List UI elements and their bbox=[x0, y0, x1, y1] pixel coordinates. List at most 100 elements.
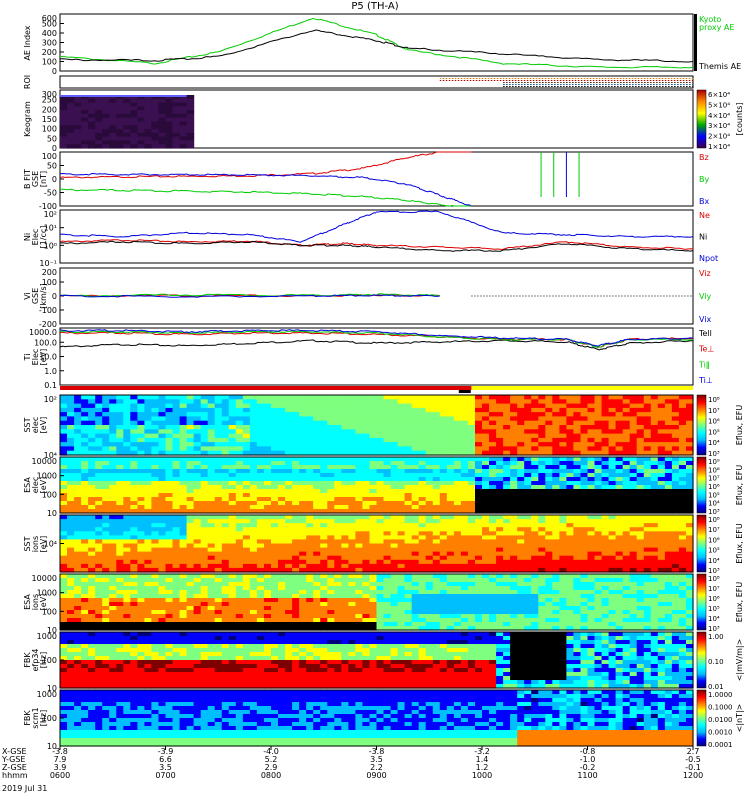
cell bbox=[468, 473, 476, 478]
cell bbox=[370, 564, 378, 569]
cell bbox=[116, 416, 124, 421]
cell bbox=[173, 606, 181, 611]
cell bbox=[81, 493, 89, 498]
cell bbox=[81, 421, 89, 426]
cell bbox=[173, 110, 181, 114]
cell bbox=[426, 457, 434, 462]
cell bbox=[137, 408, 145, 413]
roi-mark bbox=[602, 86, 604, 87]
cell bbox=[320, 560, 328, 565]
cell bbox=[482, 489, 490, 494]
cell bbox=[180, 122, 188, 126]
cell bbox=[60, 501, 68, 506]
cell bbox=[665, 548, 673, 553]
cell bbox=[137, 560, 145, 565]
cell bbox=[123, 590, 131, 595]
cell bbox=[475, 560, 483, 565]
cell bbox=[88, 610, 96, 615]
bfield-tick-label: -50 bbox=[44, 189, 57, 198]
cell bbox=[320, 421, 328, 426]
cell bbox=[475, 477, 483, 482]
cell bbox=[159, 523, 167, 528]
cell bbox=[74, 618, 82, 623]
cell bbox=[426, 556, 434, 561]
cell bbox=[250, 457, 258, 462]
cell bbox=[222, 560, 230, 565]
cell bbox=[60, 519, 68, 524]
cell bbox=[144, 539, 152, 544]
cell bbox=[609, 539, 617, 544]
cell bbox=[292, 544, 300, 549]
cell bbox=[412, 560, 420, 565]
cell bbox=[137, 118, 145, 122]
cell bbox=[616, 461, 624, 466]
cell bbox=[440, 412, 448, 417]
cell bbox=[581, 408, 589, 413]
cell bbox=[461, 438, 469, 443]
cell bbox=[222, 598, 230, 603]
roi-mark bbox=[644, 80, 646, 81]
cell bbox=[362, 412, 370, 417]
cell bbox=[250, 481, 258, 486]
cell bbox=[222, 614, 230, 619]
cell bbox=[545, 497, 553, 502]
cell bbox=[433, 412, 441, 417]
cell bbox=[81, 434, 89, 439]
cell bbox=[60, 523, 68, 528]
cell bbox=[250, 493, 258, 498]
cell bbox=[609, 442, 617, 447]
cell bbox=[116, 527, 124, 532]
cell bbox=[447, 556, 455, 561]
cell bbox=[81, 429, 89, 434]
cell bbox=[109, 590, 117, 595]
cell bbox=[573, 395, 581, 400]
cell bbox=[341, 489, 349, 494]
cell bbox=[651, 535, 659, 540]
cell bbox=[95, 602, 103, 607]
cell bbox=[292, 408, 300, 413]
cell bbox=[672, 523, 680, 528]
cell bbox=[306, 501, 314, 506]
cell bbox=[327, 425, 335, 430]
cell bbox=[159, 110, 167, 114]
roi-mark bbox=[611, 86, 613, 87]
cell bbox=[503, 535, 511, 540]
cell bbox=[313, 505, 321, 510]
cell bbox=[109, 552, 117, 557]
cell bbox=[496, 412, 504, 417]
cell bbox=[187, 95, 195, 99]
cell bbox=[517, 399, 525, 404]
cell bbox=[320, 548, 328, 553]
roi-mark bbox=[536, 82, 538, 83]
cell bbox=[327, 560, 335, 565]
cell bbox=[236, 578, 244, 583]
cell bbox=[412, 531, 420, 536]
roi-mark bbox=[584, 82, 586, 83]
cell bbox=[229, 465, 237, 470]
cell bbox=[130, 614, 138, 619]
cell bbox=[60, 404, 68, 409]
cell bbox=[482, 434, 490, 439]
cell bbox=[573, 523, 581, 528]
cell bbox=[257, 539, 265, 544]
cell bbox=[102, 144, 110, 148]
cell bbox=[412, 481, 420, 486]
cell bbox=[348, 416, 356, 421]
cell bbox=[88, 395, 96, 400]
cell bbox=[215, 564, 223, 569]
esa-elec-colorbar-tick: 10⁷ bbox=[708, 475, 720, 483]
cell bbox=[391, 425, 399, 430]
cell bbox=[595, 421, 603, 426]
cell bbox=[173, 493, 181, 498]
cell bbox=[517, 446, 525, 451]
cell bbox=[334, 527, 342, 532]
temperature-tick-label: 1.0 bbox=[44, 367, 57, 376]
cell bbox=[503, 489, 511, 494]
cell bbox=[67, 594, 75, 599]
cell bbox=[187, 438, 195, 443]
cell bbox=[159, 556, 167, 561]
cell bbox=[524, 461, 532, 466]
cell bbox=[609, 556, 617, 561]
cell bbox=[173, 412, 181, 417]
cell bbox=[348, 438, 356, 443]
